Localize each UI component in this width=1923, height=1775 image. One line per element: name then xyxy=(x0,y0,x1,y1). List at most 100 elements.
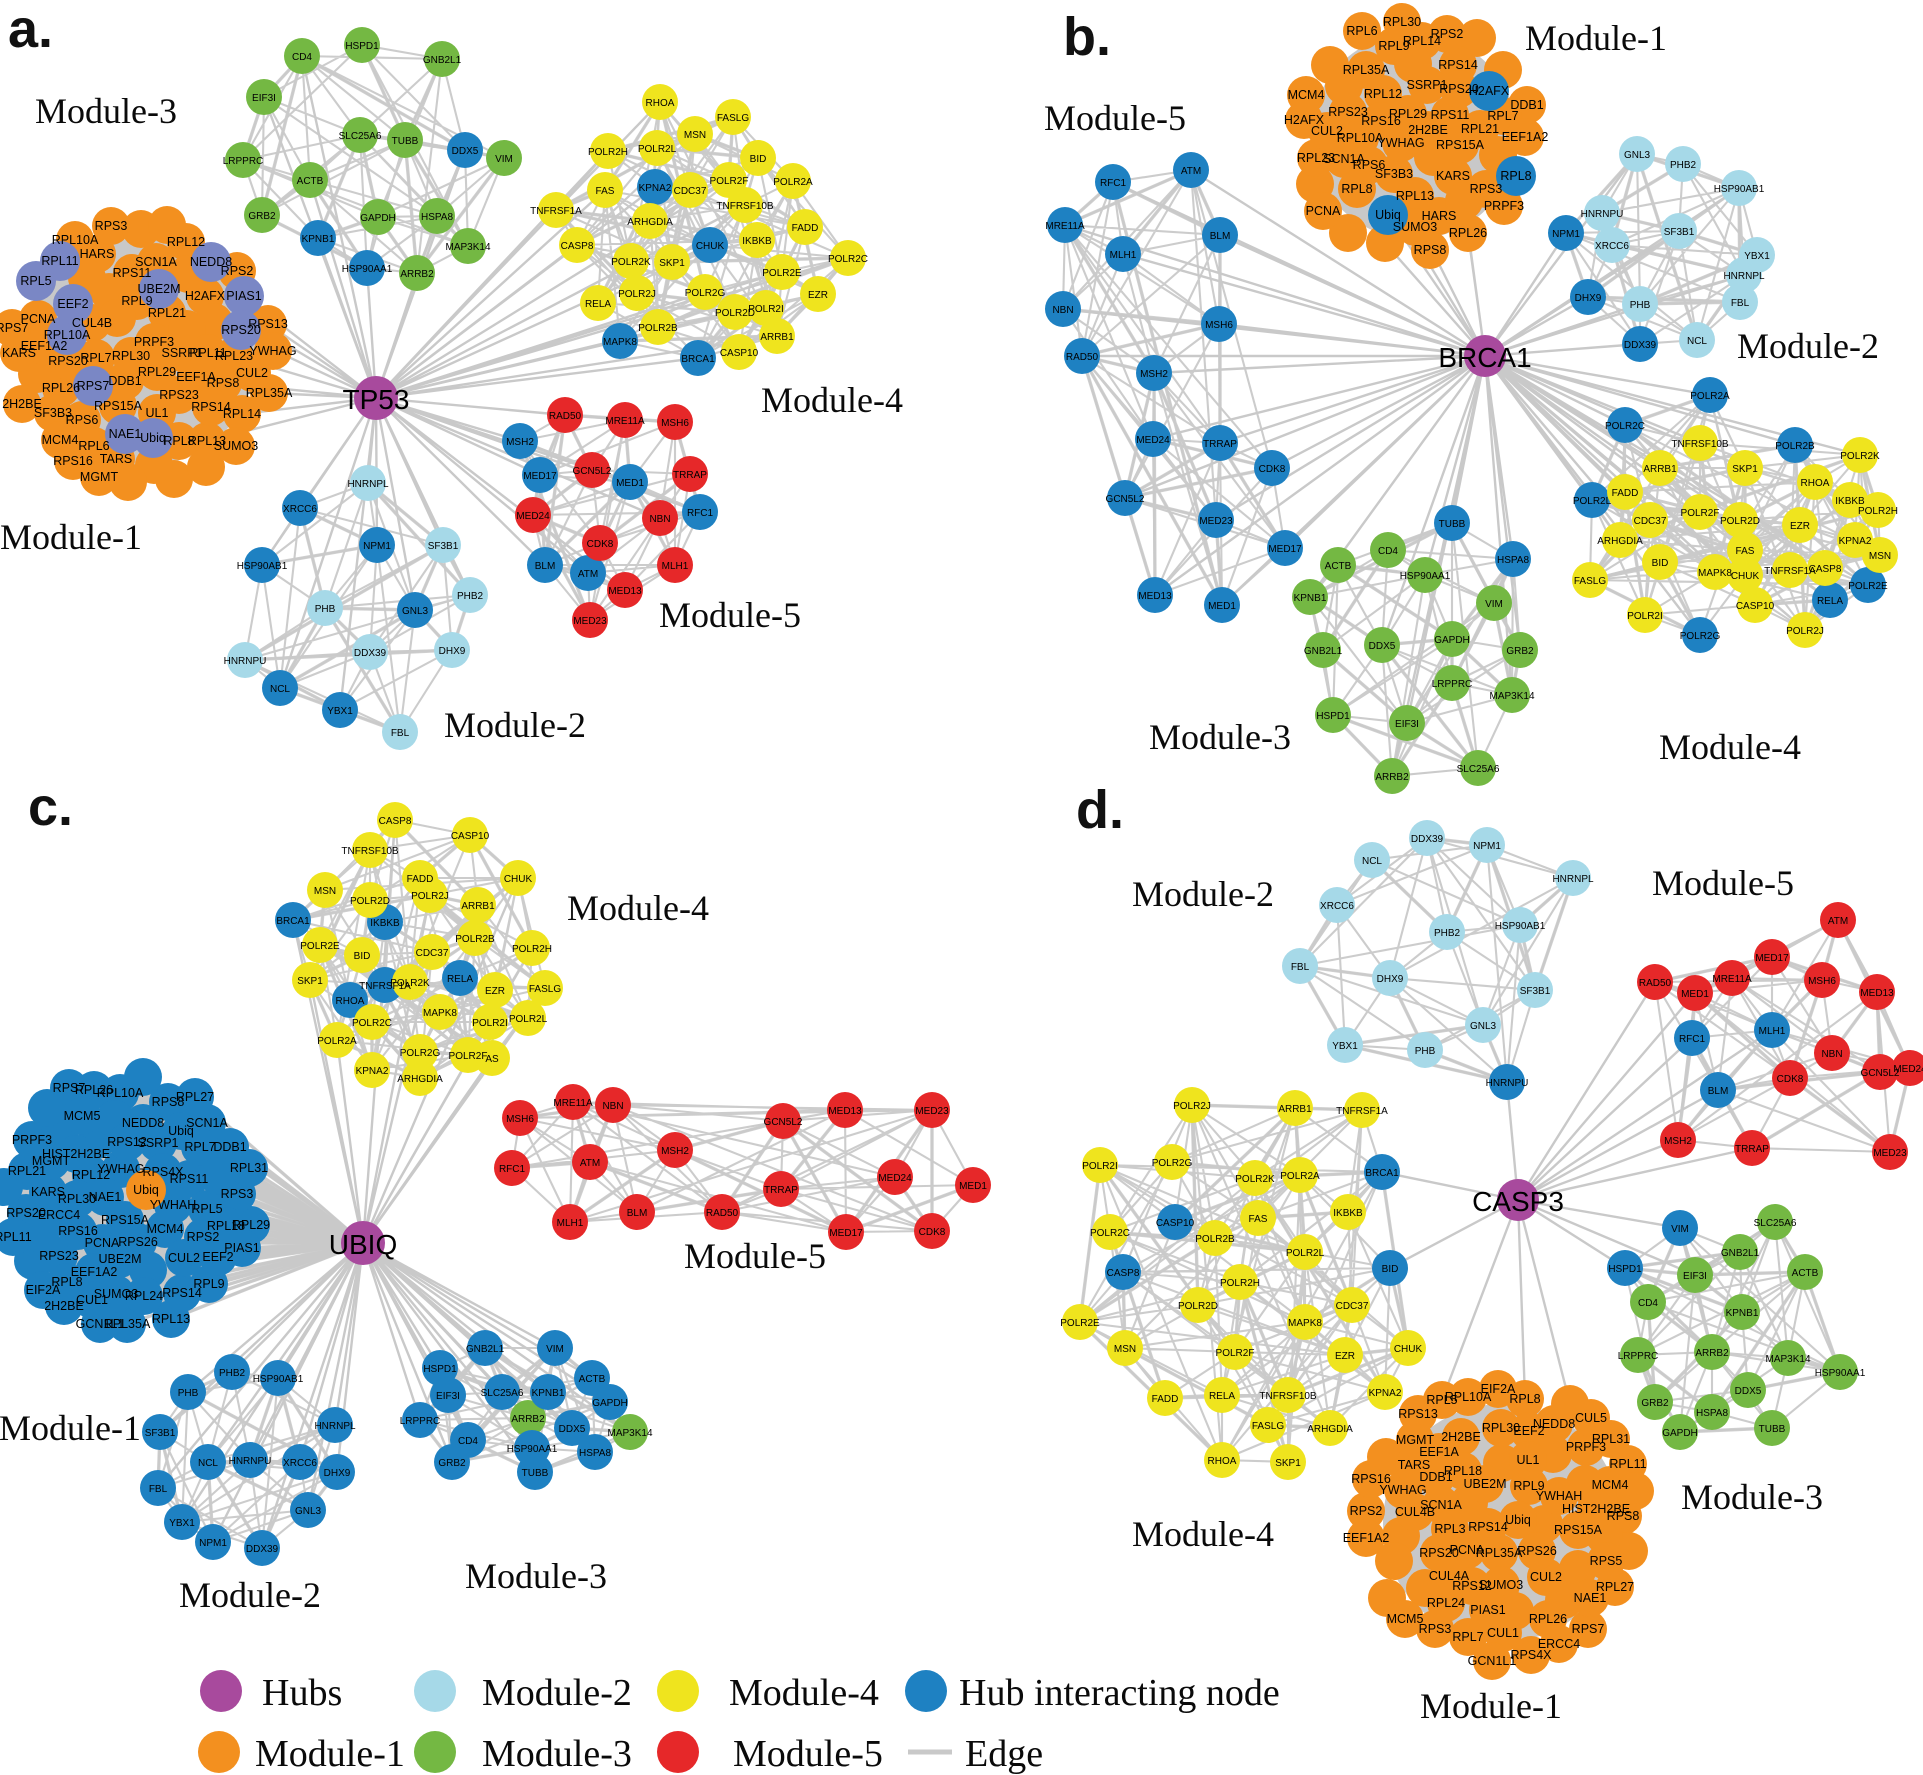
svg-text:TRRAP: TRRAP xyxy=(1735,1144,1769,1155)
svg-text:RPL14: RPL14 xyxy=(223,407,261,421)
svg-text:POLR2L: POLR2L xyxy=(509,1014,548,1025)
svg-text:BLM: BLM xyxy=(1210,231,1231,242)
svg-text:RPL29: RPL29 xyxy=(138,365,176,379)
svg-text:RPL35A: RPL35A xyxy=(246,386,293,400)
svg-text:PRPF3: PRPF3 xyxy=(134,335,174,349)
svg-text:POLR2G: POLR2G xyxy=(400,1048,441,1059)
svg-text:DDB1: DDB1 xyxy=(1419,1470,1452,1484)
svg-text:TNFRSF1A: TNFRSF1A xyxy=(530,206,582,217)
svg-text:KPNA2: KPNA2 xyxy=(1369,1388,1402,1399)
svg-text:POLR2K: POLR2K xyxy=(1235,1174,1275,1185)
svg-text:HSPD1: HSPD1 xyxy=(1316,711,1350,722)
svg-text:POLR2D: POLR2D xyxy=(350,896,390,907)
svg-text:FAS: FAS xyxy=(1249,1214,1268,1225)
svg-text:POLR2H: POLR2H xyxy=(1220,1278,1260,1289)
svg-text:HSP90AA1: HSP90AA1 xyxy=(1400,571,1451,582)
svg-text:CUL1: CUL1 xyxy=(1487,1626,1519,1640)
svg-text:ATM: ATM xyxy=(1828,916,1848,927)
svg-text:PRPF3: PRPF3 xyxy=(12,1133,52,1147)
svg-text:ARRB2: ARRB2 xyxy=(511,1414,545,1425)
svg-text:KPNA2: KPNA2 xyxy=(639,183,672,194)
svg-text:POLR2L: POLR2L xyxy=(1286,1248,1325,1259)
svg-text:POLR2F: POLR2F xyxy=(449,1051,488,1062)
svg-text:Ubiq: Ubiq xyxy=(1375,208,1401,222)
svg-text:Module-2: Module-2 xyxy=(444,705,586,745)
svg-text:GCN5L2: GCN5L2 xyxy=(1106,494,1145,505)
svg-text:POLR2C: POLR2C xyxy=(1090,1228,1130,1239)
svg-text:PHB: PHB xyxy=(178,1388,199,1399)
svg-text:EIF2A: EIF2A xyxy=(1481,1382,1516,1396)
svg-text:RPS8: RPS8 xyxy=(152,1095,185,1109)
svg-text:NPM1: NPM1 xyxy=(363,541,391,552)
svg-text:RPS16: RPS16 xyxy=(58,1224,98,1238)
svg-text:RPL14: RPL14 xyxy=(1403,34,1441,48)
svg-text:H2AFX: H2AFX xyxy=(1284,113,1325,127)
svg-text:NPM1: NPM1 xyxy=(1473,841,1501,852)
svg-text:KPNB1: KPNB1 xyxy=(1726,1308,1759,1319)
svg-text:HSPD1: HSPD1 xyxy=(1608,1264,1642,1275)
svg-text:RHOA: RHOA xyxy=(336,996,365,1007)
svg-text:RPL10A: RPL10A xyxy=(97,1086,144,1100)
svg-text:GAPDH: GAPDH xyxy=(1662,1428,1698,1439)
svg-text:BID: BID xyxy=(1652,558,1669,569)
svg-text:PIAS1: PIAS1 xyxy=(226,289,261,303)
svg-text:SLC25A6: SLC25A6 xyxy=(481,1388,524,1399)
svg-text:SCN1A: SCN1A xyxy=(1323,152,1365,166)
svg-text:PHB2: PHB2 xyxy=(219,1368,246,1379)
svg-text:ACTB: ACTB xyxy=(1792,1268,1819,1279)
svg-text:NCL: NCL xyxy=(1687,336,1707,347)
svg-text:DHX9: DHX9 xyxy=(1377,974,1404,985)
svg-text:SSRP1: SSRP1 xyxy=(138,1136,179,1150)
svg-text:HSPD1: HSPD1 xyxy=(423,1364,457,1375)
svg-text:SUMO3: SUMO3 xyxy=(94,1287,139,1301)
svg-text:SSRP1: SSRP1 xyxy=(1407,78,1448,92)
svg-text:DDX5: DDX5 xyxy=(559,1424,586,1435)
svg-text:CUL4A: CUL4A xyxy=(1429,1569,1470,1583)
svg-text:CHUK: CHUK xyxy=(1394,1344,1423,1355)
svg-text:RPL12: RPL12 xyxy=(1364,87,1402,101)
svg-text:CUL1: CUL1 xyxy=(76,1293,108,1307)
svg-text:RAD50: RAD50 xyxy=(706,1208,739,1219)
svg-text:POLR2B: POLR2B xyxy=(1195,1234,1235,1245)
svg-text:RPL10A: RPL10A xyxy=(1445,1390,1492,1404)
svg-text:RPL30: RPL30 xyxy=(112,349,150,363)
svg-text:PCNA: PCNA xyxy=(21,312,56,326)
svg-text:HNRNPL: HNRNPL xyxy=(1552,874,1594,885)
svg-text:UBE2M: UBE2M xyxy=(98,1252,141,1266)
svg-text:POLR2D: POLR2D xyxy=(715,308,755,319)
svg-text:MAP3K14: MAP3K14 xyxy=(445,242,490,253)
svg-text:SF3B1: SF3B1 xyxy=(428,541,459,552)
svg-text:HSP90AA1: HSP90AA1 xyxy=(1815,1368,1866,1379)
svg-text:ACTB: ACTB xyxy=(579,1374,606,1385)
svg-text:NBN: NBN xyxy=(602,1101,623,1112)
svg-text:MED1: MED1 xyxy=(616,478,644,489)
svg-text:MED23: MED23 xyxy=(573,616,607,627)
svg-text:SUMO3: SUMO3 xyxy=(1393,220,1438,234)
svg-text:LRPPRC: LRPPRC xyxy=(400,1416,441,1427)
svg-text:MCM4: MCM4 xyxy=(1592,1478,1629,1492)
svg-text:DDB1: DDB1 xyxy=(108,374,141,388)
svg-text:RPS15A: RPS15A xyxy=(101,1213,150,1227)
svg-text:CASP8: CASP8 xyxy=(1809,564,1842,575)
svg-text:EZR: EZR xyxy=(1790,521,1810,532)
svg-text:YWHAG: YWHAG xyxy=(249,344,296,358)
svg-text:GAPDH: GAPDH xyxy=(592,1398,628,1409)
svg-text:GCN5L2: GCN5L2 xyxy=(764,1117,803,1128)
svg-text:RPS15A: RPS15A xyxy=(94,399,143,413)
svg-text:PCNA: PCNA xyxy=(1306,204,1341,218)
svg-text:CD4: CD4 xyxy=(458,1436,478,1447)
svg-text:RFC1: RFC1 xyxy=(499,1164,526,1175)
svg-text:MED17: MED17 xyxy=(523,471,557,482)
svg-text:POLR2E: POLR2E xyxy=(1060,1318,1100,1329)
svg-text:CUL2: CUL2 xyxy=(1530,1570,1562,1584)
svg-text:HSP90AB1: HSP90AB1 xyxy=(237,561,288,572)
svg-text:MRE11A: MRE11A xyxy=(1045,221,1085,232)
svg-text:EEF2: EEF2 xyxy=(57,297,88,311)
svg-text:Module-3: Module-3 xyxy=(482,1733,632,1775)
svg-text:NBN: NBN xyxy=(649,514,670,525)
svg-text:CASP10: CASP10 xyxy=(720,348,759,359)
svg-text:POLR2E: POLR2E xyxy=(300,941,340,952)
svg-text:MCM4: MCM4 xyxy=(42,433,79,447)
svg-text:POLR2A: POLR2A xyxy=(1690,391,1730,402)
svg-text:TUBB: TUBB xyxy=(1759,1424,1786,1435)
